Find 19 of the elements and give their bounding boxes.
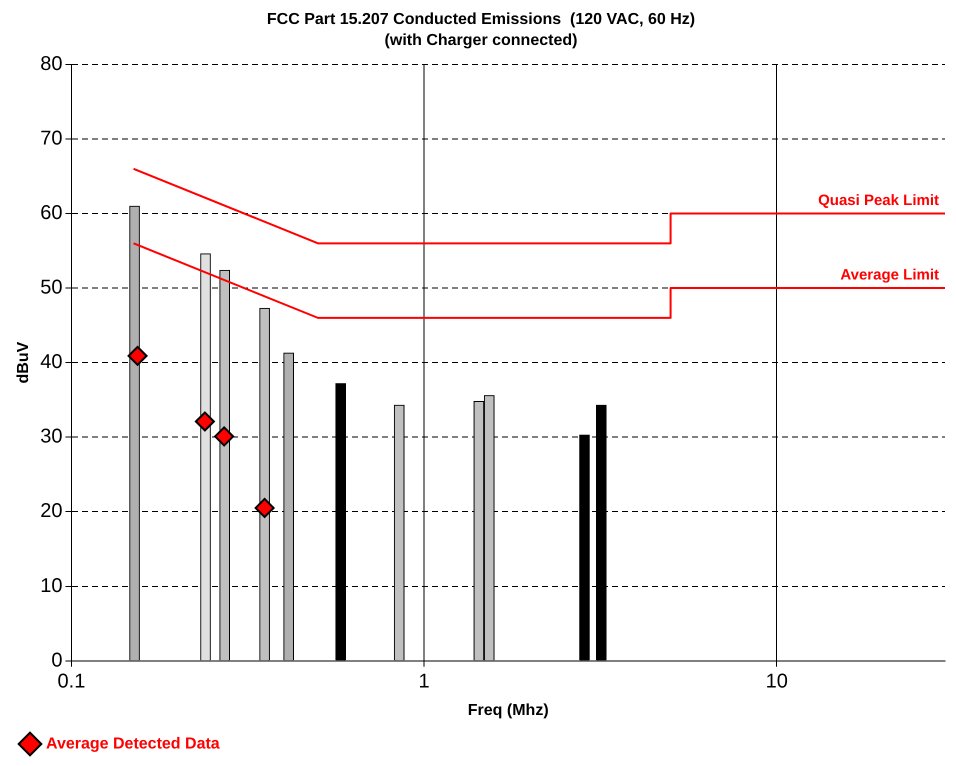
y-axis-title: dBuV (15, 341, 32, 384)
series-label: Quasi Peak Limit (818, 192, 939, 210)
y-tick-label: 40 (40, 351, 62, 374)
legend-label: Average Detected Data (46, 735, 220, 752)
y-tick-label: 80 (40, 52, 62, 75)
chart-title: FCC Part 15.207 Conducted Emissions (120 VAC, 60 Hz) (266, 11, 696, 28)
y-tick-label: 60 (40, 202, 62, 224)
y-tick-label: 10 (40, 574, 62, 597)
series-label: Average Limit (840, 266, 939, 284)
y-tick-label: 0 (51, 649, 62, 672)
x-tick-label: 1 (418, 670, 430, 692)
x-tick-label: 0.1 (58, 670, 86, 692)
y-tick-label: 50 (40, 276, 62, 299)
y-tick-label: 30 (40, 426, 62, 448)
y-tick-label: 20 (40, 500, 62, 522)
chart-subtitle: (with Charger connected) (384, 32, 578, 50)
x-axis-title: Freq (Mhz) (468, 702, 549, 719)
x-tick-label: 10 (766, 670, 788, 692)
y-tick-label: 70 (40, 127, 62, 150)
